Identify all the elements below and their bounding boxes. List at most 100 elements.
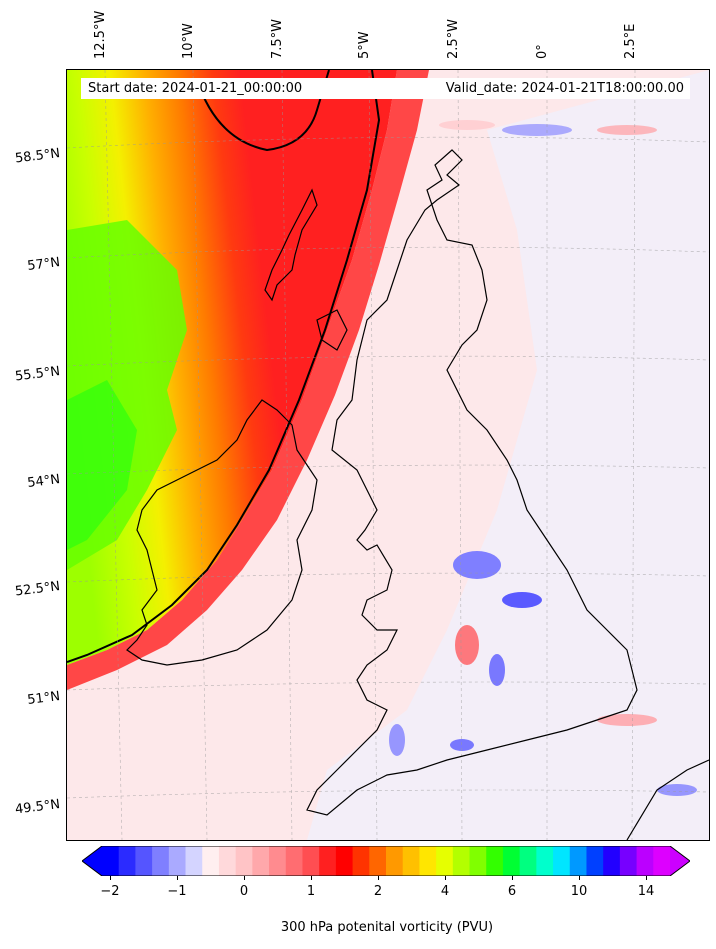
colorbar-cell (335, 846, 354, 876)
cb-tick-mark (311, 876, 312, 880)
cb-tick-mark (512, 876, 513, 880)
cb-tick-label: 1 (306, 884, 316, 899)
colorbar-cell (218, 846, 237, 876)
pv-anomaly-ne-1 (439, 120, 495, 130)
lon-label-7-5w: 7.5°W (270, 18, 285, 59)
colorbar-cell (369, 846, 387, 876)
skye-coast (316, 309, 348, 351)
colorbar-cell (152, 846, 170, 876)
colorbar-cell (285, 846, 303, 876)
cb-tick-mark (110, 876, 111, 880)
france-coast (626, 759, 709, 840)
lat-label-49-5n: 49.5°N (14, 797, 61, 818)
colorbar-cell (469, 846, 487, 876)
pv-anomaly-wales-2 (489, 654, 505, 686)
great-britain-coast (306, 149, 638, 816)
pv-anomaly-east-1 (502, 592, 542, 608)
colorbar-cell (118, 846, 136, 876)
high-pv-region (67, 70, 397, 665)
colorbar-cell (352, 846, 370, 876)
cb-tick-mark (378, 876, 379, 880)
low-pv-area (307, 70, 709, 840)
colorbar-label: 300 hPa potenital vorticity (PVU) (280, 920, 494, 935)
colorbar-cell (603, 846, 621, 876)
colorbar-cell (486, 846, 504, 876)
pv-field-map (67, 70, 709, 840)
valid-date-text: Valid_date: 2024-01-21T18:00:00.00 (445, 81, 684, 96)
lon-label-10w: 10°W (181, 23, 196, 59)
colorbar-cell (302, 846, 320, 876)
colorbar-cell (419, 846, 437, 876)
graticule (67, 70, 709, 840)
colorbar-cell (636, 846, 654, 876)
ireland-coast (126, 399, 318, 666)
lat-label-58-5n: 58.5°N (14, 146, 61, 167)
colorbar-cell (586, 846, 604, 876)
cb-tick-mark (579, 876, 580, 880)
cb-tick-mark (646, 876, 647, 880)
lat-label-55-5n: 55.5°N (14, 364, 61, 385)
colorbar-cell (202, 846, 220, 876)
colorbar-extend-max (670, 846, 690, 876)
colorbar-cell (436, 846, 454, 876)
run-info-box: Start date: 2024-01-21_00:00:00 Valid_da… (81, 78, 690, 99)
colorbar-cell (402, 846, 420, 876)
pv-anomaly-south-1 (450, 739, 474, 751)
colorbar-cell (319, 846, 337, 876)
pv-contour-north (196, 70, 330, 152)
cb-tick-mark (244, 876, 245, 880)
lat-label-57n: 57°N (26, 255, 61, 274)
pv-anomaly-wales-1 (455, 625, 479, 665)
lat-label-52-5n: 52.5°N (14, 579, 61, 600)
lon-label-12-5w: 12.5°W (93, 10, 108, 59)
lon-label-5w: 5°W (357, 31, 372, 59)
colorbar-cell (553, 846, 571, 876)
cb-tick-mark (177, 876, 178, 880)
colorbar-cell (102, 846, 120, 876)
cb-tick-label: −2 (100, 884, 120, 899)
colorbar-cell (569, 846, 587, 876)
map-panel (66, 69, 710, 841)
colorbar-cell (168, 846, 187, 876)
lat-label-54n: 54°N (26, 472, 61, 491)
cb-tick-label: 10 (570, 884, 588, 899)
cb-tick-label: 2 (373, 884, 383, 899)
lon-label-0: 0° (535, 44, 550, 59)
lat-label-51n: 51°N (26, 689, 61, 708)
lon-label-2-5w: 2.5°W (446, 18, 461, 59)
cb-tick-mark (445, 876, 446, 880)
peak-pv-core (67, 380, 137, 550)
cb-tick-label: 6 (507, 884, 517, 899)
lon-label-2-5e: 2.5°E (623, 23, 638, 59)
colorbar (82, 846, 690, 876)
colorbar-cells (102, 846, 671, 876)
colorbar-cell (653, 846, 671, 876)
colorbar-cell (135, 846, 153, 876)
pv-anomaly-france (657, 784, 697, 796)
colorbar-extend-min (82, 846, 102, 876)
cb-tick-label: 4 (440, 884, 450, 899)
pv-anomaly-south-2 (389, 724, 405, 756)
colorbar-cell (386, 846, 404, 876)
cb-tick-label: 14 (637, 884, 655, 899)
pv-anomaly-midlands (453, 551, 501, 579)
colorbar-cell (452, 846, 471, 876)
hebrides-coast (264, 188, 318, 302)
pv-anomaly-channel (597, 714, 657, 726)
colorbar-cell (252, 846, 270, 876)
colorbar-cell (619, 846, 638, 876)
pv-2-contour (67, 70, 381, 663)
colorbar-cell (235, 846, 253, 876)
colorbar-cell (269, 846, 287, 876)
pv-anomaly-ne-2 (502, 124, 572, 136)
pv-gradient-band (67, 70, 429, 690)
colorbar-cell (185, 846, 203, 876)
colorbar-cell (519, 846, 537, 876)
cb-tick-label: −1 (167, 884, 187, 899)
pv-anomaly-ne-3 (597, 125, 657, 135)
cb-tick-label: 0 (239, 884, 249, 899)
colorbar-cell (536, 846, 554, 876)
colorbar-cell (502, 846, 521, 876)
coastlines (126, 149, 709, 840)
start-date-text: Start date: 2024-01-21_00:00:00 (88, 81, 303, 96)
